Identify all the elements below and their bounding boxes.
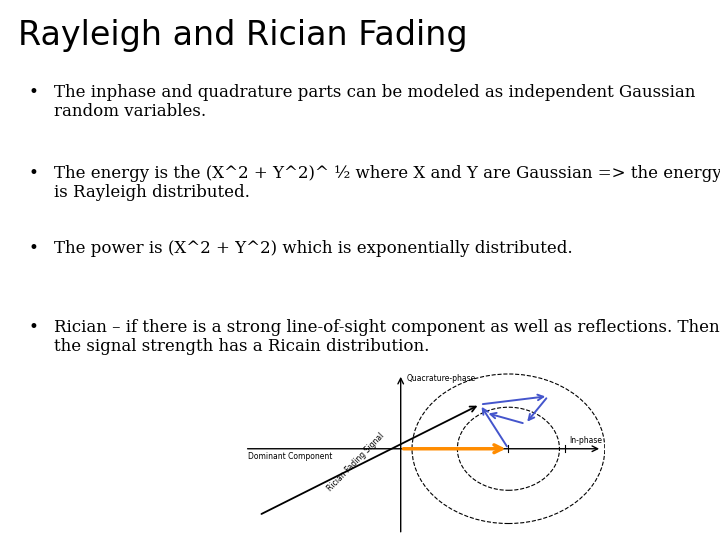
Text: Quacrature-phase: Quacrature-phase bbox=[406, 374, 476, 383]
Text: Rician Fading Signal: Rician Fading Signal bbox=[325, 432, 386, 494]
Text: Rayleigh and Rician Fading: Rayleigh and Rician Fading bbox=[18, 19, 467, 52]
Text: The power is (X^2 + Y^2) which is exponentially distributed.: The power is (X^2 + Y^2) which is expone… bbox=[54, 240, 572, 257]
Text: •: • bbox=[29, 240, 39, 257]
Text: The inphase and quadrature parts can be modeled as independent Gaussian
random v: The inphase and quadrature parts can be … bbox=[54, 84, 696, 120]
Text: Rician – if there is a strong line-of-sight component as well as reflections. Th: Rician – if there is a strong line-of-si… bbox=[54, 319, 719, 355]
Text: In-phase: In-phase bbox=[569, 436, 602, 444]
Text: •: • bbox=[29, 84, 39, 100]
Text: The energy is the (X^2 + Y^2)^ ½ where X and Y are Gaussian => the energy
is Ray: The energy is the (X^2 + Y^2)^ ½ where X… bbox=[54, 165, 720, 201]
Text: Dominant Component: Dominant Component bbox=[248, 451, 332, 461]
Text: •: • bbox=[29, 165, 39, 181]
Text: •: • bbox=[29, 319, 39, 335]
